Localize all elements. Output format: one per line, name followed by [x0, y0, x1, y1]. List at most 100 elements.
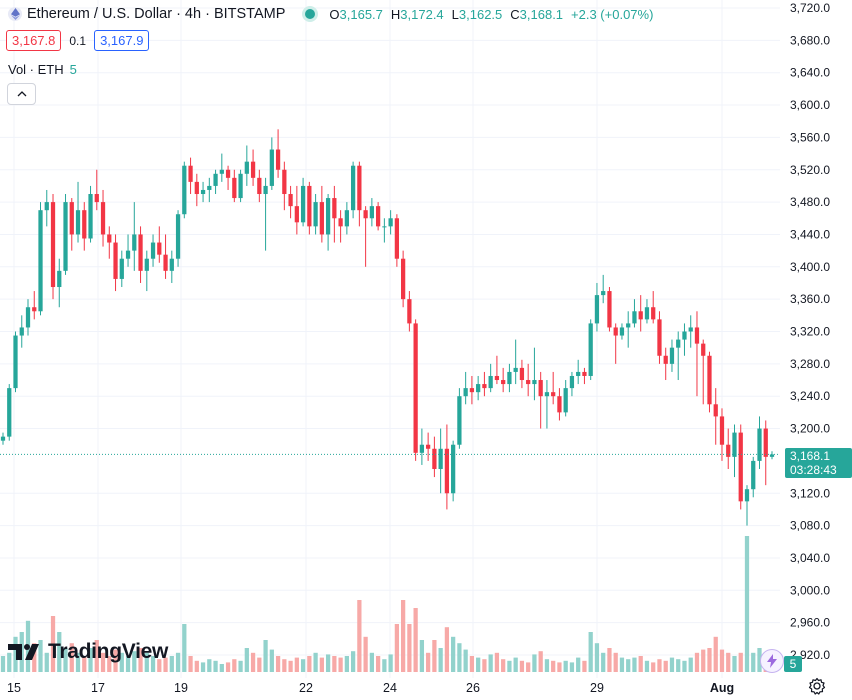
symbol-title[interactable]: Ethereum / U.S. Dollar · 4h · BITSTAMP — [27, 6, 286, 22]
price-tick-label: 3,440.0 — [790, 227, 830, 241]
time-axis[interactable]: 15 17 19 22 24 26 29 Aug — [7, 681, 734, 695]
candle-body — [332, 198, 337, 219]
volume-bar — [576, 657, 581, 672]
volume-bar — [726, 652, 731, 672]
candle-body — [394, 218, 400, 259]
volume-bar — [626, 659, 631, 672]
time-tick-label: Aug — [710, 681, 734, 695]
volume-bar — [63, 648, 68, 672]
time-tick-label: 24 — [383, 681, 397, 695]
candle-body — [238, 173, 243, 199]
volume-bar — [263, 640, 268, 672]
high-label: H — [390, 6, 401, 22]
candle-body — [751, 460, 756, 490]
candle-body — [513, 367, 518, 372]
candle-body — [369, 206, 374, 219]
gear-icon[interactable] — [808, 677, 826, 695]
candle-body — [463, 388, 468, 397]
sell-button[interactable]: 3,167.8 — [6, 30, 62, 51]
volume-bar — [644, 660, 650, 672]
candle-body — [626, 323, 631, 328]
collapse-legend-button[interactable] — [7, 83, 36, 105]
volume-bar — [363, 636, 368, 672]
volume-bar — [269, 649, 274, 672]
volume-last-value: 5 — [784, 656, 802, 672]
candle-body — [569, 375, 575, 389]
symbol-legend[interactable]: Ethereum / U.S. Dollar · 4h · BITSTAMP O… — [8, 4, 661, 24]
volume-bar — [513, 657, 518, 672]
candle-body — [19, 327, 24, 336]
candle-body — [250, 161, 256, 178]
volume-bar — [88, 648, 93, 672]
candle-body — [432, 448, 437, 469]
volume-bar — [163, 657, 168, 672]
lightning-icon — [767, 654, 777, 668]
volume-bar — [407, 624, 412, 672]
candle-body — [588, 323, 593, 376]
candle-body — [426, 444, 431, 449]
candle-body — [763, 428, 768, 457]
candle-body — [294, 206, 299, 223]
volume-bar — [751, 652, 756, 672]
volume-bar — [538, 651, 543, 672]
candle-body — [163, 254, 168, 271]
candle-body — [282, 169, 287, 195]
candle-body — [438, 448, 443, 469]
chevron-up-icon — [17, 91, 26, 97]
tradingview-logo-icon — [8, 644, 39, 660]
time-tick-label: 22 — [299, 681, 313, 695]
volume-bar — [244, 648, 249, 672]
lightning-button[interactable] — [760, 649, 784, 673]
volume-bar — [607, 648, 612, 672]
volume-bar — [100, 652, 106, 672]
candle-body — [263, 185, 268, 195]
volume-bar — [694, 652, 700, 672]
price-axis[interactable]: 3,720.0 3,680.0 3,640.0 3,600.0 3,560.0 3,520… — [790, 1, 830, 662]
candle-body — [138, 234, 143, 271]
candle-body — [357, 165, 362, 211]
logo-text: TradingView — [48, 640, 169, 663]
low-value: 3,162.5 — [458, 6, 503, 22]
volume-bar — [282, 659, 287, 672]
tradingview-logo[interactable]: TradingView — [8, 640, 168, 664]
buy-button[interactable]: 3,167.9 — [94, 30, 150, 51]
candle-body — [119, 258, 124, 279]
candle-body — [107, 234, 112, 243]
candle-body — [38, 210, 43, 312]
candle-body — [32, 307, 37, 312]
candle-body — [382, 226, 387, 228]
volume-bar — [188, 656, 193, 672]
candle-body — [57, 270, 62, 288]
candle-body — [88, 194, 93, 239]
volume-bar — [563, 660, 568, 672]
candle-body — [25, 307, 31, 328]
volume-value: 5 — [69, 62, 77, 77]
volume-bar — [469, 656, 475, 672]
volume-bar — [332, 656, 337, 672]
volume-bar — [757, 648, 762, 672]
volume-bar — [207, 659, 212, 672]
trade-buttons: 3,167.8 0.1 3,167.9 — [6, 30, 150, 51]
volume-bar — [507, 660, 512, 672]
candle-body — [682, 331, 687, 340]
candle-body — [488, 375, 493, 389]
price-tick-label: 3,200.0 — [790, 422, 830, 436]
market-open-dot[interactable] — [305, 9, 316, 19]
current-price-value: 3,168.1 — [790, 449, 831, 463]
volume-bar — [544, 659, 550, 672]
volume-bar — [94, 640, 99, 672]
volume-bar — [300, 659, 306, 672]
volume-bar — [32, 643, 37, 672]
volume-bar — [150, 656, 156, 672]
price-tick-label: 3,080.0 — [790, 519, 830, 533]
candle-body — [325, 198, 331, 235]
price-tick-label: 3,320.0 — [790, 325, 830, 339]
candle-body — [188, 165, 193, 182]
candle-body — [407, 299, 412, 324]
candle-series — [0, 129, 775, 526]
volume-legend[interactable]: Vol · ETH 5 — [8, 62, 77, 77]
candle-body — [63, 202, 68, 271]
candle-body — [594, 295, 600, 324]
volume-bar — [682, 660, 687, 672]
